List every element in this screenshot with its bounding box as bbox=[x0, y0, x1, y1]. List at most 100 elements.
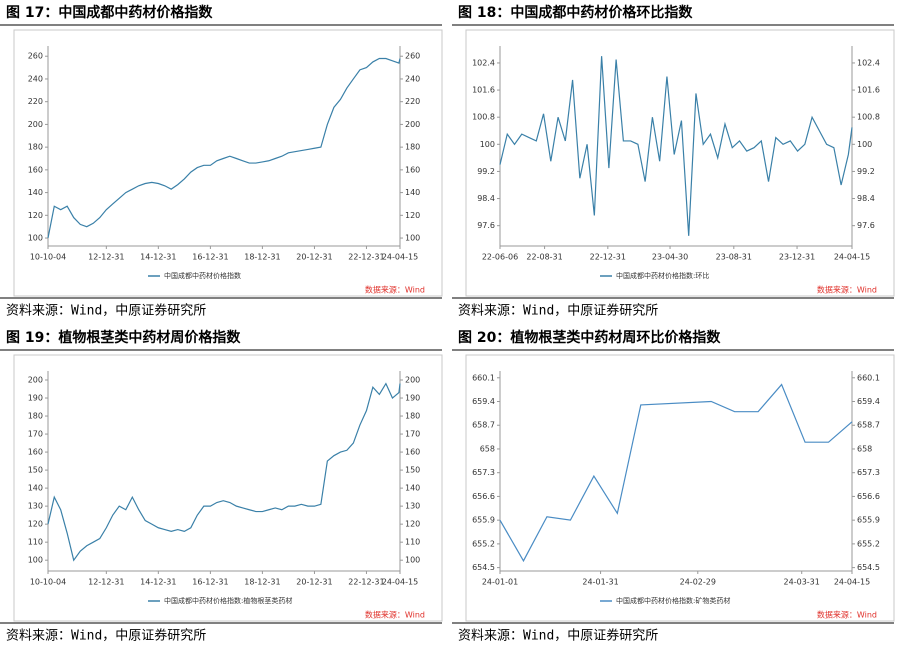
y2-tick-label: 655.9 bbox=[857, 516, 880, 525]
y2-tick-label: 656.6 bbox=[857, 492, 880, 501]
x-tick-label: 14-12-31 bbox=[140, 253, 176, 262]
y2-tick-label: 110 bbox=[405, 538, 420, 547]
chart-frame bbox=[465, 29, 895, 297]
x-tick-label: 22-12-31 bbox=[348, 578, 384, 587]
y-tick-label: 100 bbox=[28, 556, 43, 565]
y-tick-label: 150 bbox=[28, 466, 43, 475]
legend-label: 中国成都中药材价格指数:矿物类药材 bbox=[616, 596, 730, 605]
x-tick-label: 24-04-15 bbox=[382, 253, 418, 262]
x-tick-label: 24-04-15 bbox=[382, 578, 418, 587]
x-tick-label: 10-10-04 bbox=[30, 253, 66, 262]
x-tick-label: 18-12-31 bbox=[244, 253, 280, 262]
y-tick-label: 260 bbox=[28, 52, 43, 61]
y-tick-label: 140 bbox=[28, 188, 43, 197]
y2-tick-label: 260 bbox=[405, 52, 420, 61]
y2-tick-label: 97.6 bbox=[857, 221, 875, 230]
y-tick-label: 655.2 bbox=[472, 539, 495, 548]
data-line bbox=[47, 382, 401, 562]
y-tick-label: 99.2 bbox=[477, 167, 495, 176]
y-tick-label: 200 bbox=[28, 376, 43, 385]
source-note: 数据来源：Wind bbox=[365, 285, 425, 295]
y-tick-label: 100.8 bbox=[472, 113, 495, 122]
x-tick-label: 20-12-31 bbox=[296, 253, 332, 262]
y-tick-label: 120 bbox=[28, 211, 43, 220]
y2-tick-label: 100.8 bbox=[857, 113, 880, 122]
chart-frame bbox=[13, 29, 443, 297]
y2-tick-label: 655.2 bbox=[857, 539, 880, 548]
source-note: 数据来源：Wind bbox=[365, 610, 425, 620]
y-tick-label: 220 bbox=[28, 97, 43, 106]
x-tick-label: 24-02-29 bbox=[680, 578, 716, 587]
x-tick-label: 18-12-31 bbox=[244, 578, 280, 587]
y2-tick-label: 180 bbox=[405, 143, 420, 152]
y2-tick-label: 102.4 bbox=[857, 58, 880, 67]
x-tick-label: 16-12-31 bbox=[192, 253, 228, 262]
y2-tick-label: 160 bbox=[405, 165, 420, 174]
y-tick-label: 130 bbox=[28, 502, 43, 511]
legend-label: 中国成都中药材价格指数 bbox=[164, 271, 241, 280]
x-tick-label: 24-04-15 bbox=[834, 253, 870, 262]
x-tick-label: 24-03-31 bbox=[784, 578, 820, 587]
x-tick-label: 22-12-31 bbox=[348, 253, 384, 262]
x-tick-label: 20-12-31 bbox=[296, 578, 332, 587]
y-tick-label: 659.4 bbox=[472, 397, 495, 406]
y2-tick-label: 659.4 bbox=[857, 397, 880, 406]
y-tick-label: 101.6 bbox=[472, 86, 495, 95]
y2-tick-label: 120 bbox=[405, 520, 420, 529]
y-tick-label: 240 bbox=[28, 74, 43, 83]
x-tick-label: 22-08-31 bbox=[526, 253, 562, 262]
y2-tick-label: 150 bbox=[405, 466, 420, 475]
x-tick-label: 24-01-01 bbox=[482, 578, 518, 587]
x-tick-label: 23-12-31 bbox=[779, 253, 815, 262]
y2-tick-label: 120 bbox=[405, 211, 420, 220]
chart-title: 图 17：中国成都中药材价格指数 bbox=[6, 4, 213, 21]
source-note: 数据来源：Wind bbox=[817, 285, 877, 295]
x-tick-label: 22-06-06 bbox=[482, 253, 518, 262]
data-line bbox=[499, 383, 853, 563]
x-tick-label: 24-01-31 bbox=[582, 578, 618, 587]
y-tick-label: 100 bbox=[28, 234, 43, 243]
chart-title: 图 18：中国成都中药材价格环比指数 bbox=[458, 4, 693, 21]
chart-frame bbox=[465, 354, 895, 622]
x-tick-label: 12-12-31 bbox=[88, 253, 124, 262]
y-tick-label: 658.7 bbox=[472, 421, 495, 430]
y-tick-label: 100 bbox=[480, 140, 495, 149]
y2-tick-label: 100 bbox=[857, 140, 872, 149]
y2-tick-label: 654.5 bbox=[857, 563, 880, 572]
source-note: 数据来源：Wind bbox=[817, 610, 877, 620]
y2-tick-label: 657.3 bbox=[857, 468, 880, 477]
y-tick-label: 190 bbox=[28, 394, 43, 403]
y-tick-label: 657.3 bbox=[472, 468, 495, 477]
y-tick-label: 160 bbox=[28, 165, 43, 174]
y-tick-label: 180 bbox=[28, 143, 43, 152]
x-tick-label: 10-10-04 bbox=[30, 578, 66, 587]
x-tick-label: 16-12-31 bbox=[192, 578, 228, 587]
legend-label: 中国成都中药材价格指数:环比 bbox=[616, 271, 709, 280]
x-tick-label: 23-08-31 bbox=[716, 253, 752, 262]
y-tick-label: 102.4 bbox=[472, 58, 495, 67]
y2-tick-label: 100 bbox=[405, 556, 420, 565]
y2-tick-label: 98.4 bbox=[857, 194, 875, 203]
x-tick-label: 14-12-31 bbox=[140, 578, 176, 587]
y2-tick-label: 170 bbox=[405, 430, 420, 439]
chart-title: 图 19：植物根茎类中药材周价格指数 bbox=[6, 329, 241, 346]
x-tick-label: 22-12-31 bbox=[590, 253, 626, 262]
y2-tick-label: 140 bbox=[405, 188, 420, 197]
y-tick-label: 200 bbox=[28, 120, 43, 129]
y2-tick-label: 100 bbox=[405, 234, 420, 243]
chart-frame bbox=[13, 354, 443, 622]
chart-title: 图 20：植物根茎类中药材周环比价格指数 bbox=[458, 329, 721, 346]
y2-tick-label: 180 bbox=[405, 412, 420, 421]
source: 资料来源：Wind，中原证券研究所 bbox=[458, 628, 658, 644]
y2-tick-label: 130 bbox=[405, 502, 420, 511]
y2-tick-label: 101.6 bbox=[857, 86, 880, 95]
y2-tick-label: 200 bbox=[405, 376, 420, 385]
y-tick-label: 98.4 bbox=[477, 194, 495, 203]
source: 资料来源：Wind，中原证券研究所 bbox=[6, 628, 206, 644]
